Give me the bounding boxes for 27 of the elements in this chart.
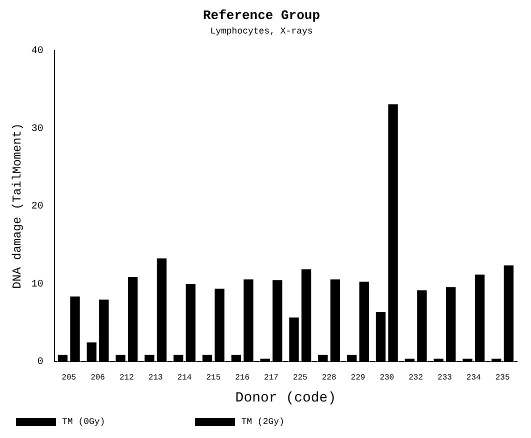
y-tick-label: 0 (37, 357, 44, 368)
x-tick-label: 212 (119, 374, 134, 383)
x-tick-label: 235 (495, 374, 510, 383)
x-tick-label: 216 (235, 374, 250, 383)
y-tick-label: 30 (31, 124, 44, 135)
x-tick-label: 217 (264, 374, 279, 383)
chart-title: Reference Group (202, 8, 320, 24)
x-tick-label: 234 (466, 374, 482, 383)
x-tick-label: 225 (292, 374, 308, 383)
y-tick-label: 10 (31, 279, 44, 290)
chart-subtitle: Lymphocytes, X-rays (210, 26, 313, 36)
legend-label: TM (0Gy) (62, 417, 106, 427)
x-tick-label: 232 (408, 374, 424, 383)
legend-label: TM (2Gy) (241, 417, 284, 427)
x-tick-label: 229 (350, 374, 366, 383)
x-tick-label: 214 (177, 374, 192, 383)
x-tick-label: 215 (206, 374, 221, 383)
x-tick-label: 213 (148, 374, 163, 383)
x-tick-label: 206 (90, 374, 106, 383)
y-axis-title: DNA damage (TailMoment) (10, 123, 24, 289)
x-tick-label: 228 (322, 374, 336, 383)
x-tick-label: 230 (380, 374, 394, 383)
x-tick-label: 233 (438, 374, 452, 383)
x-axis-title: Donor (code) (235, 390, 336, 406)
x-tick-label: 205 (62, 374, 76, 383)
y-tick-label: 20 (31, 202, 44, 213)
y-tick-label: 40 (31, 46, 44, 58)
